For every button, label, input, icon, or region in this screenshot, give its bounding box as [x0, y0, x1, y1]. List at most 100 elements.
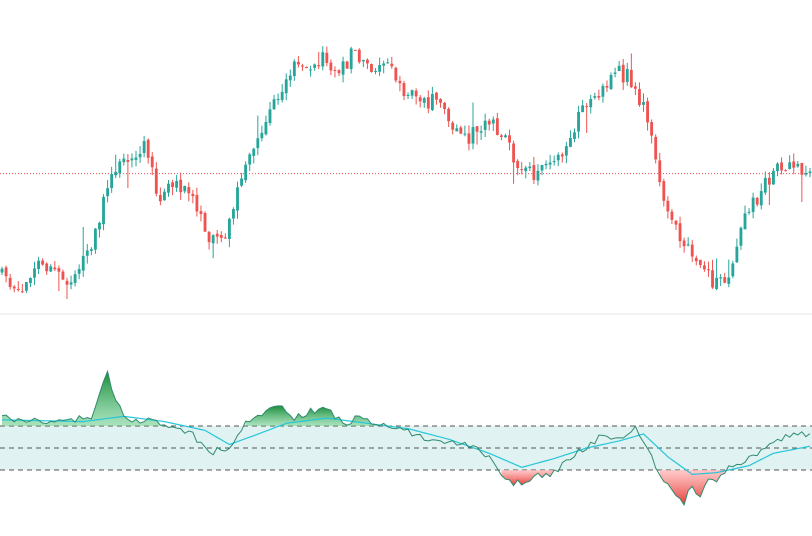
candle	[0, 266, 4, 276]
candle	[629, 53, 633, 89]
candle-body	[252, 148, 256, 156]
candle-body	[219, 234, 223, 238]
candle	[321, 46, 325, 71]
candle	[288, 69, 292, 87]
candle	[548, 154, 552, 170]
candle	[264, 115, 268, 136]
candle-body	[12, 286, 16, 289]
candle-body	[305, 66, 308, 69]
candle-body	[772, 170, 775, 185]
candle-body	[564, 146, 568, 156]
candle	[422, 96, 426, 108]
candle-body	[203, 212, 207, 232]
candle-body	[398, 80, 402, 84]
candle-body	[361, 59, 365, 62]
candle	[370, 63, 373, 73]
candlestick-series	[0, 46, 812, 299]
candle-body	[37, 260, 40, 269]
candle-body	[337, 70, 341, 74]
candle-body	[211, 235, 215, 244]
candle-body	[577, 111, 580, 132]
candle	[313, 63, 317, 71]
candle-body	[378, 65, 382, 72]
candle-body	[45, 263, 49, 272]
candle-body	[504, 135, 507, 138]
candle	[37, 256, 40, 275]
candle-body	[800, 162, 804, 175]
candle-body	[382, 63, 386, 66]
candle-body	[114, 171, 118, 176]
candle-body	[796, 163, 800, 167]
candle	[244, 161, 248, 183]
candle	[597, 89, 601, 101]
candle	[110, 166, 114, 193]
candle	[638, 82, 641, 107]
candle	[707, 261, 710, 278]
candle-body	[317, 65, 321, 67]
candle	[179, 172, 183, 200]
candle-body	[406, 94, 410, 96]
candle	[4, 265, 8, 283]
candle	[199, 205, 203, 222]
candle-body	[536, 170, 540, 181]
candle-body	[739, 227, 743, 246]
candle	[284, 73, 288, 101]
candle-body	[349, 48, 353, 70]
candle	[268, 101, 272, 126]
candle	[435, 91, 438, 105]
candle-body	[179, 179, 183, 193]
candle	[426, 90, 430, 114]
candle-body	[410, 90, 414, 96]
candle	[203, 211, 207, 232]
candle-body	[483, 120, 487, 130]
candle	[483, 113, 487, 138]
candle-body	[130, 158, 134, 161]
candle	[398, 75, 402, 92]
candle	[512, 140, 516, 184]
candle-body	[617, 65, 621, 72]
candle	[560, 152, 564, 163]
candle	[784, 169, 788, 172]
candle	[183, 185, 187, 194]
candle-body	[191, 193, 195, 197]
candle	[158, 187, 162, 206]
candle	[524, 165, 528, 179]
candle-body	[313, 64, 317, 68]
candle	[792, 153, 796, 175]
candle-body	[195, 194, 199, 212]
candle-body	[422, 98, 426, 103]
candle	[475, 125, 479, 145]
candle	[45, 262, 49, 275]
candle-body	[65, 280, 69, 285]
candle-body	[284, 79, 288, 94]
candle-body	[276, 99, 280, 101]
candle-body	[414, 90, 418, 97]
candle-body	[33, 268, 36, 278]
candle	[613, 67, 617, 78]
candle	[118, 158, 122, 178]
candle	[301, 63, 304, 71]
candle	[601, 83, 605, 103]
candle	[33, 261, 36, 286]
candle	[138, 146, 142, 163]
candle-body	[763, 177, 767, 193]
candle-body	[280, 91, 284, 100]
candle	[788, 155, 792, 170]
candle-body	[272, 99, 276, 110]
candle-body	[633, 86, 637, 89]
candle	[670, 209, 674, 224]
candle-body	[73, 274, 77, 283]
candle	[796, 161, 800, 168]
candle	[463, 125, 467, 137]
candle-body	[743, 213, 747, 230]
candle-body	[780, 162, 783, 171]
candle	[171, 179, 174, 196]
candle	[678, 216, 682, 248]
candle-body	[85, 250, 89, 256]
candle	[211, 234, 215, 259]
candle-body	[593, 96, 597, 98]
candle-body	[625, 69, 629, 82]
candle	[24, 281, 28, 294]
candle-body	[475, 126, 479, 132]
